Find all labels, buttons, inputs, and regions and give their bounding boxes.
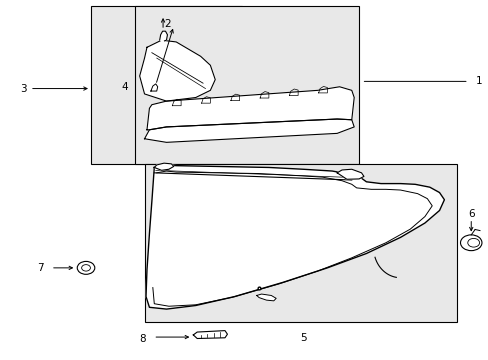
Polygon shape [140, 40, 215, 101]
Polygon shape [146, 165, 444, 309]
Polygon shape [144, 119, 353, 142]
Text: 7: 7 [37, 263, 43, 273]
Text: 2: 2 [163, 19, 170, 29]
Text: 4: 4 [122, 82, 128, 92]
Bar [91, 6, 242, 164]
Polygon shape [336, 169, 363, 179]
Circle shape [77, 261, 95, 274]
Bar [135, 6, 358, 164]
Polygon shape [193, 330, 227, 338]
Polygon shape [147, 87, 353, 130]
Bar [144, 164, 456, 321]
Circle shape [81, 265, 90, 271]
Polygon shape [151, 84, 158, 91]
Polygon shape [159, 31, 167, 41]
Polygon shape [154, 163, 173, 170]
Polygon shape [256, 294, 276, 301]
Text: 3: 3 [20, 84, 27, 94]
Circle shape [460, 235, 481, 251]
Circle shape [467, 238, 479, 247]
Text: 5: 5 [299, 333, 305, 343]
Text: 6: 6 [468, 209, 474, 219]
Text: 8: 8 [139, 333, 146, 343]
Text: 1: 1 [475, 76, 482, 86]
